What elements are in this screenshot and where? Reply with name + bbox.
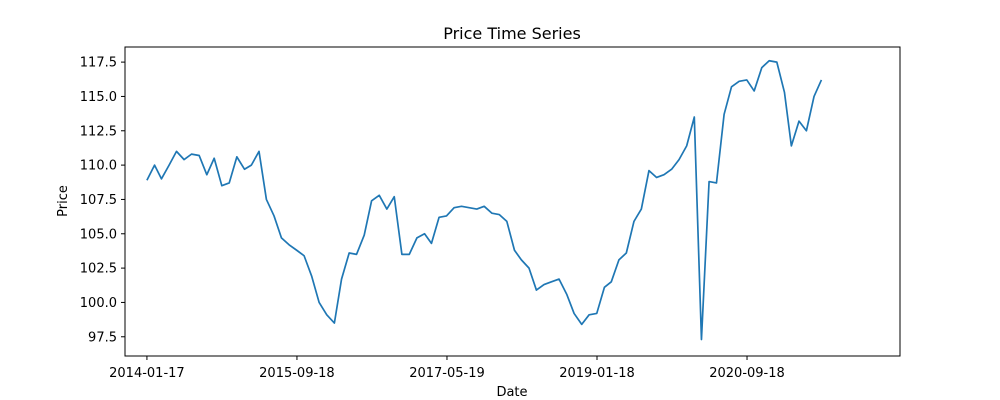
y-tick-label: 107.5 xyxy=(80,193,117,208)
y-tick-label: 102.5 xyxy=(80,262,117,277)
x-axis: 2014-01-17 2015-09-18 2017-05-19 2019-01-18… xyxy=(109,356,785,381)
y-tick-label: 110.0 xyxy=(80,159,117,174)
y-tick-label: 100.0 xyxy=(80,296,117,311)
y-tick-label: 105.0 xyxy=(80,227,117,242)
x-axis-label: Date xyxy=(496,385,527,400)
price-series-line xyxy=(146,59,823,341)
x-tick-label: 2020-09-18 xyxy=(709,366,785,381)
plot-area-frame xyxy=(124,46,901,357)
y-tick-label: 115.0 xyxy=(80,90,117,105)
chart-title: Price Time Series xyxy=(443,24,581,43)
y-axis-label: Price xyxy=(56,185,71,217)
x-tick-label: 2015-09-18 xyxy=(259,366,335,381)
y-tick-label: 112.5 xyxy=(80,124,117,139)
y-tick-label: 97.5 xyxy=(88,330,117,345)
x-tick-label: 2014-01-17 xyxy=(109,366,185,381)
y-axis: 97.5 100.0 102.5 105.0 107.5 110.0 112.5 115.0 1… xyxy=(80,56,125,345)
series-layer xyxy=(146,59,823,341)
y-tick-label: 117.5 xyxy=(80,56,117,71)
x-tick-label: 2017-05-19 xyxy=(409,366,485,381)
x-tick-label: 2019-01-18 xyxy=(559,366,635,381)
